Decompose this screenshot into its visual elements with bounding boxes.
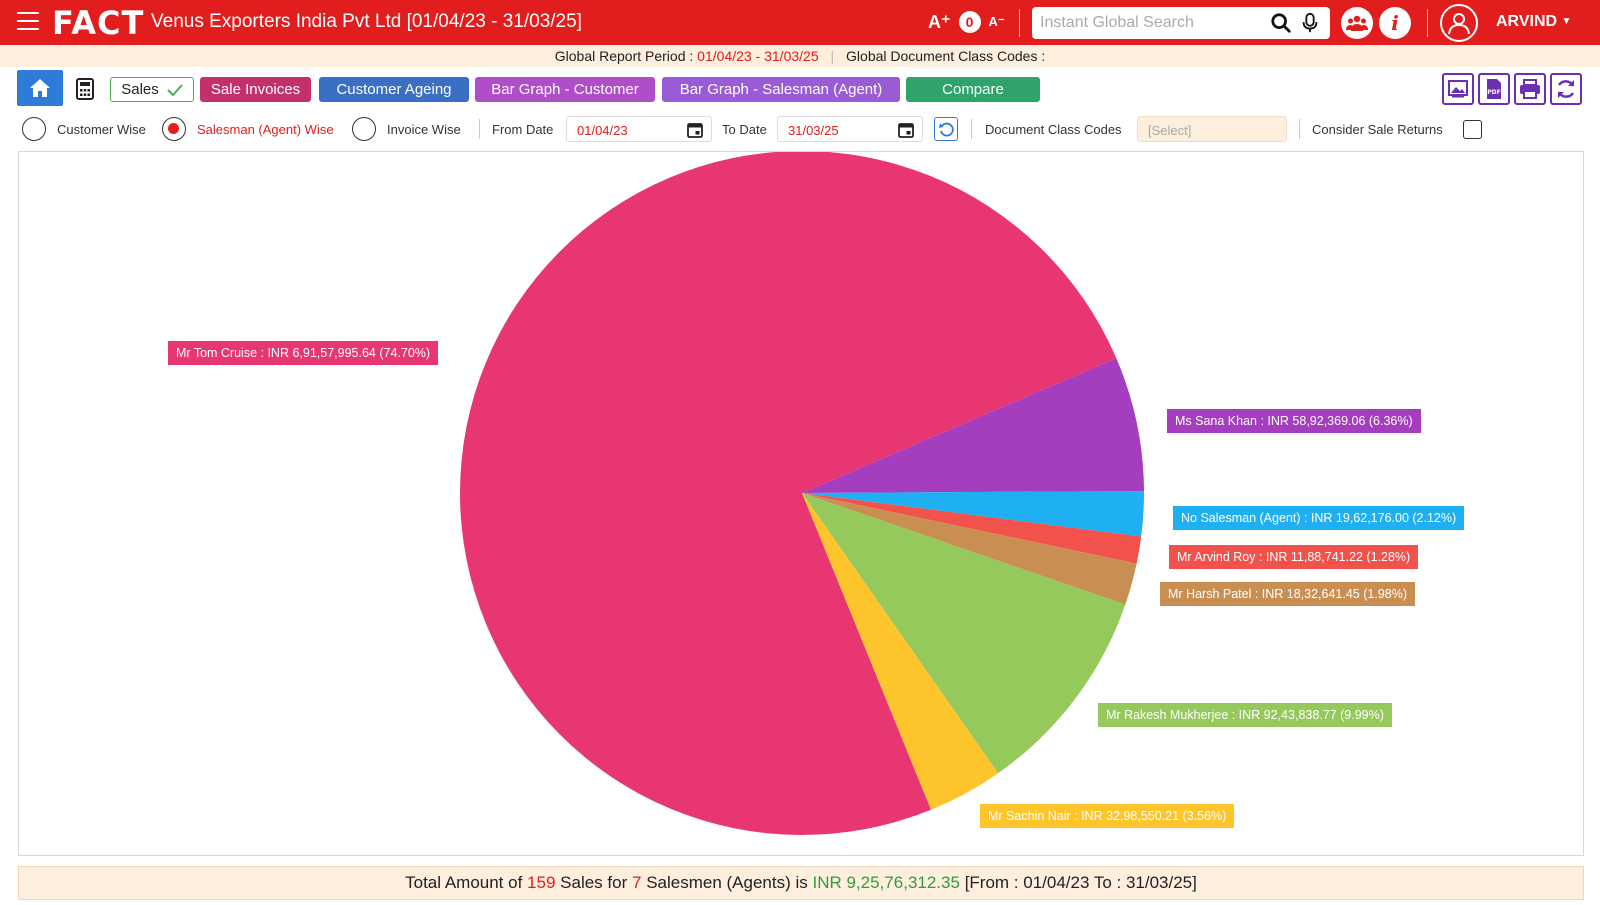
info-icon[interactable]: i [1379, 7, 1411, 39]
tab-bar-graph-customer-label: Bar Graph - Customer [491, 81, 639, 98]
from-date-input[interactable]: 01/04/23 [566, 116, 712, 142]
report-toolbar: Sales Sale Invoices Customer Ageing Bar … [0, 70, 1600, 108]
font-reset-button[interactable]: 0 [958, 11, 981, 33]
search-icon[interactable] [1270, 12, 1292, 34]
image-export-icon[interactable] [1442, 73, 1474, 105]
pie-chart-panel: Mr Tom Cruise : INR 6,91,57,995.64 (74.7… [18, 151, 1584, 856]
global-search-input[interactable] [1040, 14, 1265, 32]
tab-bar-graph-salesman[interactable]: Bar Graph - Salesman (Agent) [662, 77, 900, 102]
pie-slice-label: Ms Sana Khan : INR 58,92,369.06 (6.36%) [1167, 409, 1421, 433]
pie-slice[interactable] [802, 493, 1126, 774]
radio-customer-wise[interactable] [22, 117, 46, 141]
doc-codes-label: Global Document Class Codes : [846, 48, 1046, 64]
from-date-value: 01/04/23 [577, 123, 628, 138]
tab-compare-label: Compare [942, 81, 1004, 98]
home-icon [30, 79, 50, 97]
home-button[interactable] [17, 70, 63, 106]
reset-dates-button[interactable] [934, 117, 958, 141]
pie-slice-label: Mr Harsh Patel : INR 18,32,641.45 (1.98%… [1160, 582, 1416, 606]
user-menu[interactable]: ARVIND ▼ [1496, 13, 1571, 31]
doc-class-placeholder: [Select] [1148, 123, 1192, 138]
print-icon[interactable] [1514, 73, 1546, 105]
from-date-label: From Date [492, 122, 554, 137]
pie-slice[interactable] [802, 491, 1144, 537]
top-header: FACT Venus Exporters India Pvt Ltd [01/0… [0, 0, 1600, 45]
calculator-button[interactable] [76, 78, 94, 105]
pie-slice[interactable] [802, 358, 1144, 493]
filter-divider [1299, 119, 1300, 139]
refresh-icon[interactable] [1550, 73, 1582, 105]
brand-logo[interactable]: FACT [52, 4, 145, 42]
pie-slice[interactable] [460, 152, 1117, 835]
tab-customer-ageing[interactable]: Customer Ageing [319, 77, 469, 102]
pie-slice[interactable] [802, 493, 999, 810]
pie-slice[interactable] [802, 493, 1137, 605]
radio-salesman-wise-label[interactable]: Salesman (Agent) Wise [197, 122, 334, 137]
user-name: ARVIND [1496, 13, 1558, 30]
global-search-box [1032, 7, 1330, 39]
tab-customer-ageing-label: Customer Ageing [336, 81, 452, 98]
undo-icon [939, 122, 954, 137]
period-divider: | [830, 48, 835, 64]
footer-amount: INR 9,25,76,312.35 [812, 873, 960, 892]
global-period-bar: Global Report Period : 01/04/23 - 31/03/… [0, 45, 1600, 67]
tab-bar-graph-customer[interactable]: Bar Graph - Customer [475, 77, 655, 102]
microphone-icon[interactable] [1300, 12, 1320, 34]
hamburger-menu-icon[interactable] [17, 12, 39, 32]
tab-sales[interactable]: Sales [110, 77, 194, 102]
pie-slice-label: Mr Rakesh Mukherjee : INR 92,43,838.77 (… [1098, 703, 1392, 727]
sale-returns-checkbox[interactable] [1463, 120, 1482, 139]
font-size-controls: A⁺ 0 A⁻ [928, 11, 1005, 33]
pie-slice-label: No Salesman (Agent) : INR 19,62,176.00 (… [1173, 506, 1465, 530]
footer-prefix: Total Amount of [405, 873, 523, 892]
pdf-export-icon[interactable]: PDF [1478, 73, 1510, 105]
footer-suffix: [From : 01/04/23 To : 31/03/25] [964, 873, 1197, 892]
pie-slice-label: Mr Arvind Roy : INR 11,88,741.22 (1.28%) [1169, 545, 1419, 569]
footer-mid2: Salesmen (Agents) is [646, 873, 808, 892]
tab-sale-invoices[interactable]: Sale Invoices [200, 77, 311, 102]
period-value: 01/04/23 - 31/03/25 [697, 48, 819, 64]
radio-invoice-wise[interactable] [352, 117, 376, 141]
pie-slice[interactable] [802, 493, 1142, 564]
pie-chart [460, 152, 1144, 835]
sale-returns-label: Consider Sale Returns [1312, 122, 1443, 137]
calculator-icon [76, 78, 94, 100]
filter-divider [479, 119, 480, 139]
calendar-icon[interactable] [687, 122, 703, 138]
doc-class-label: Document Class Codes [985, 122, 1122, 137]
to-date-label: To Date [722, 122, 767, 137]
summary-footer: Total Amount of 159 Sales for 7 Salesmen… [18, 866, 1584, 900]
period-label: Global Report Period : [554, 48, 694, 64]
filter-divider [971, 119, 972, 139]
footer-salesmen-count: 7 [631, 873, 642, 892]
doc-class-select[interactable]: [Select] [1137, 116, 1287, 142]
to-date-input[interactable]: 31/03/25 [777, 116, 923, 142]
font-increase-button[interactable]: A⁺ [928, 11, 951, 32]
filter-row: Customer Wise Salesman (Agent) Wise Invo… [0, 112, 1600, 146]
tab-bar-graph-salesman-label: Bar Graph - Salesman (Agent) [679, 81, 883, 98]
tab-sales-label: Sales [121, 81, 159, 98]
radio-customer-wise-label[interactable]: Customer Wise [57, 122, 146, 137]
radio-invoice-wise-label[interactable]: Invoice Wise [387, 122, 461, 137]
calendar-icon[interactable] [898, 122, 914, 138]
company-title: Venus Exporters India Pvt Ltd [01/04/23 … [151, 11, 582, 32]
svg-text:PDF: PDF [1487, 89, 1500, 96]
radio-salesman-wise[interactable] [162, 117, 186, 141]
footer-sales-count: 159 [527, 873, 556, 892]
tab-compare[interactable]: Compare [906, 77, 1040, 102]
footer-mid1: Sales for [560, 873, 628, 892]
pie-slice-label: Mr Tom Cruise : INR 6,91,57,995.64 (74.7… [168, 341, 439, 365]
user-avatar-icon[interactable] [1440, 4, 1478, 42]
to-date-value: 31/03/25 [788, 123, 839, 138]
checkmark-icon [167, 83, 183, 96]
header-divider [1019, 9, 1020, 37]
header-divider [1427, 9, 1428, 37]
font-decrease-button[interactable]: A⁻ [988, 14, 1005, 29]
group-users-icon[interactable] [1341, 7, 1373, 39]
chevron-down-icon: ▼ [1561, 16, 1572, 27]
pie-slice-label: Mr Sachin Nair : INR 32,98,550.21 (3.56%… [980, 804, 1235, 828]
tab-sale-invoices-label: Sale Invoices [210, 81, 301, 98]
